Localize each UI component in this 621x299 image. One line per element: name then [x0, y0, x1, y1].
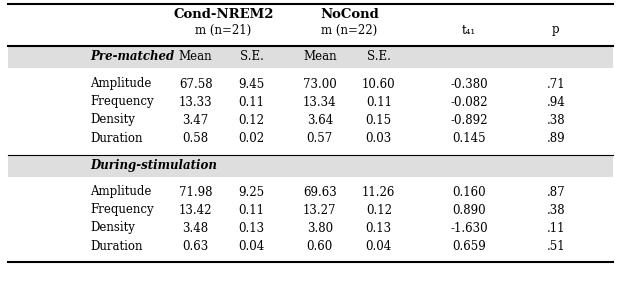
Text: Amplitude: Amplitude [90, 77, 152, 91]
Text: 0.659: 0.659 [452, 239, 486, 252]
Text: 3.47: 3.47 [183, 114, 209, 126]
Text: 0.12: 0.12 [366, 204, 392, 216]
Text: 67.58: 67.58 [179, 77, 212, 91]
Text: 0.13: 0.13 [238, 222, 265, 234]
Text: 3.48: 3.48 [183, 222, 209, 234]
Text: S.E.: S.E. [367, 51, 391, 63]
Text: 0.145: 0.145 [452, 132, 486, 144]
Text: 11.26: 11.26 [362, 185, 396, 199]
Text: Density: Density [90, 222, 135, 234]
Text: Amplitude: Amplitude [90, 185, 152, 199]
Text: 0.11: 0.11 [366, 95, 392, 109]
Text: 13.34: 13.34 [303, 95, 337, 109]
Bar [8, 46, 613, 68]
Text: .94: .94 [546, 95, 565, 109]
Text: .38: .38 [546, 114, 565, 126]
Text: 69.63: 69.63 [303, 185, 337, 199]
Text: 13.33: 13.33 [179, 95, 212, 109]
Text: During-stimulation: During-stimulation [90, 159, 217, 173]
Text: Frequency: Frequency [90, 204, 153, 216]
Text: 71.98: 71.98 [179, 185, 212, 199]
Text: Duration: Duration [90, 239, 143, 252]
Text: 0.12: 0.12 [238, 114, 265, 126]
Bar [8, 155, 613, 177]
Text: p: p [552, 24, 560, 36]
Text: 0.03: 0.03 [366, 132, 392, 144]
Text: .87: .87 [546, 185, 565, 199]
Text: Frequency: Frequency [90, 95, 153, 109]
Text: 0.13: 0.13 [366, 222, 392, 234]
Text: 0.57: 0.57 [307, 132, 333, 144]
Text: Mean: Mean [179, 51, 212, 63]
Text: 10.60: 10.60 [362, 77, 396, 91]
Text: .71: .71 [546, 77, 565, 91]
Text: 13.42: 13.42 [179, 204, 212, 216]
Text: Duration: Duration [90, 132, 143, 144]
Text: -0.082: -0.082 [450, 95, 487, 109]
Text: Density: Density [90, 114, 135, 126]
Text: 0.04: 0.04 [366, 239, 392, 252]
Text: 9.25: 9.25 [238, 185, 265, 199]
Text: -1.630: -1.630 [450, 222, 487, 234]
Text: 0.11: 0.11 [238, 204, 265, 216]
Text: Pre-matched: Pre-matched [90, 51, 175, 63]
Text: 13.27: 13.27 [303, 204, 337, 216]
Text: Cond-NREM2: Cond-NREM2 [173, 7, 274, 21]
Text: 0.890: 0.890 [452, 204, 486, 216]
Text: .89: .89 [546, 132, 565, 144]
Text: .38: .38 [546, 204, 565, 216]
Text: 0.02: 0.02 [238, 132, 265, 144]
Text: S.E.: S.E. [240, 51, 263, 63]
Text: 0.63: 0.63 [183, 239, 209, 252]
Text: Mean: Mean [303, 51, 337, 63]
Text: m (n=21): m (n=21) [196, 24, 252, 36]
Text: t₄₁: t₄₁ [462, 24, 476, 36]
Text: -0.892: -0.892 [450, 114, 487, 126]
Text: 0.11: 0.11 [238, 95, 265, 109]
Text: 3.80: 3.80 [307, 222, 333, 234]
Text: 3.64: 3.64 [307, 114, 333, 126]
Text: 0.60: 0.60 [307, 239, 333, 252]
Text: 0.04: 0.04 [238, 239, 265, 252]
Text: .11: .11 [546, 222, 565, 234]
Text: NoCond: NoCond [320, 7, 379, 21]
Text: 9.45: 9.45 [238, 77, 265, 91]
Text: 0.15: 0.15 [366, 114, 392, 126]
Text: 0.160: 0.160 [452, 185, 486, 199]
Text: 73.00: 73.00 [303, 77, 337, 91]
Text: .51: .51 [546, 239, 565, 252]
Text: m (n=22): m (n=22) [321, 24, 378, 36]
Text: 0.58: 0.58 [183, 132, 209, 144]
Text: -0.380: -0.380 [450, 77, 487, 91]
